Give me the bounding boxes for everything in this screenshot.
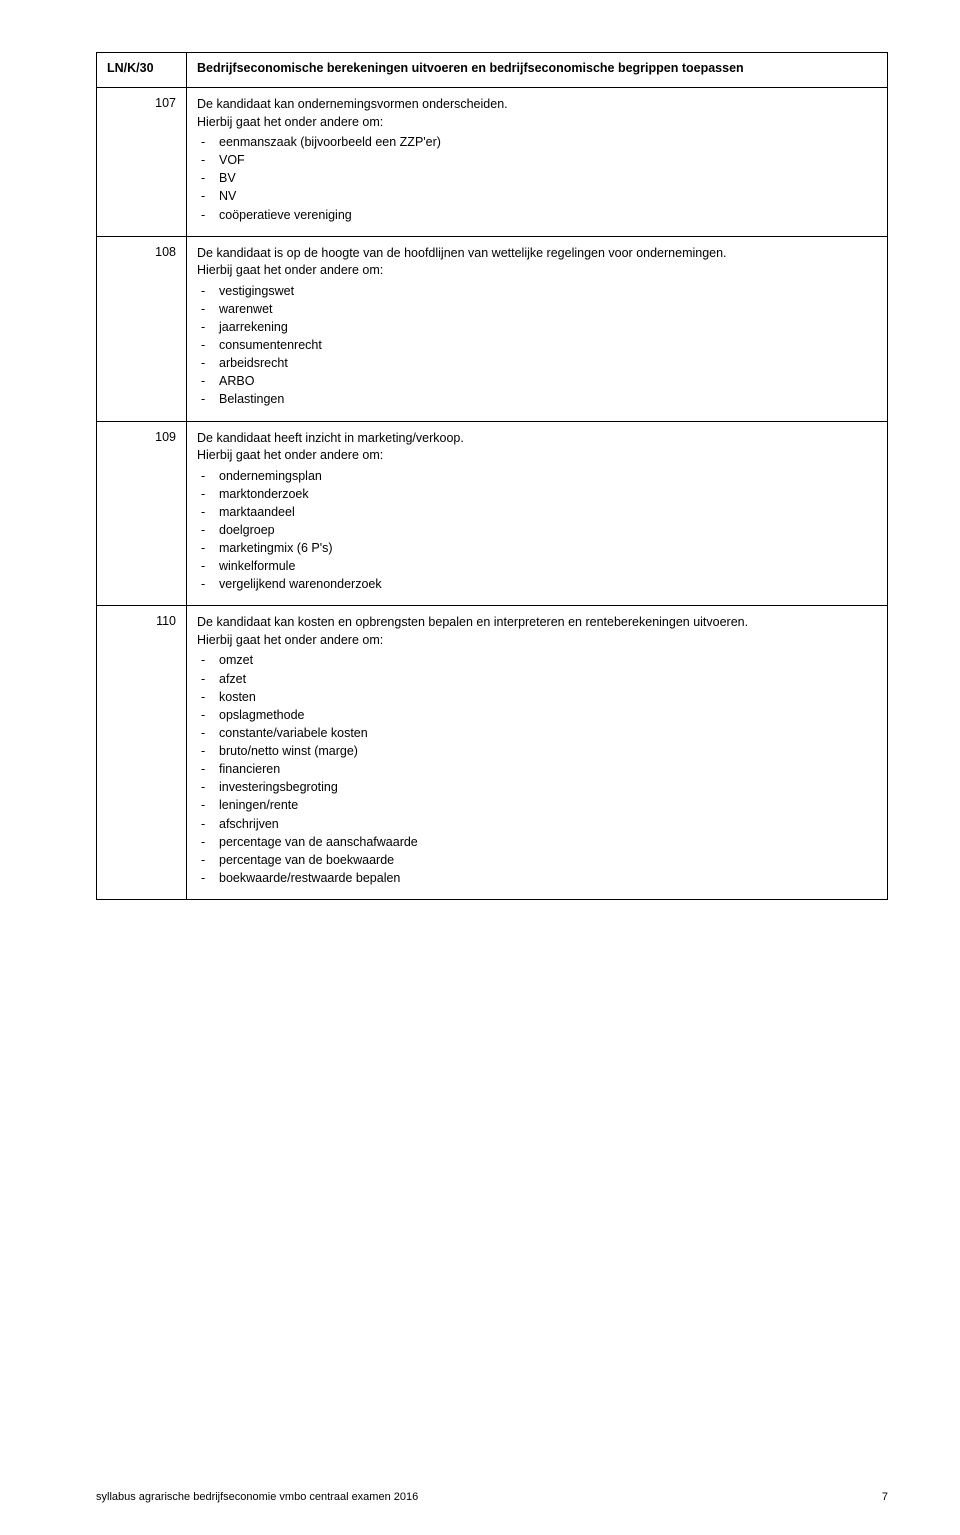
row-number: 108 [155,245,176,259]
list-item: opslagmethode [219,706,877,724]
row-content-cell: De kandidaat heeft inzicht in marketing/… [187,421,888,606]
row-list: omzet afzet kosten opslagmethode constan… [197,651,877,887]
row-content-cell: De kandidaat is op de hoogte van de hoof… [187,236,888,421]
list-item: NV [219,187,877,205]
footer-text: syllabus agrarische bedrijfseconomie vmb… [96,1491,418,1503]
list-item: vergelijkend warenonderzoek [219,575,877,593]
list-item: afschrijven [219,815,877,833]
row-number-cell: 107 [97,88,187,237]
list-item: doelgroep [219,521,877,539]
list-item: marktonderzoek [219,485,877,503]
row-list: vestigingswet warenwet jaarrekening cons… [197,282,877,409]
list-item: consumentenrecht [219,336,877,354]
list-item: warenwet [219,300,877,318]
syllabus-table: LN/K/30 Bedrijfseconomische berekeningen… [96,52,888,900]
list-item: eenmanszaak (bijvoorbeeld een ZZP'er) [219,133,877,151]
page-number: 7 [882,1491,888,1503]
list-item: boekwaarde/restwaarde bepalen [219,869,877,887]
page-footer: syllabus agrarische bedrijfseconomie vmb… [96,1491,888,1503]
row-lead: De kandidaat kan ondernemingsvormen onde… [197,96,877,114]
header-title: Bedrijfseconomische berekeningen uitvoer… [197,61,744,75]
list-item: omzet [219,651,877,669]
list-item: leningen/rente [219,796,877,814]
list-item: investeringsbegroting [219,778,877,796]
list-item: ondernemingsplan [219,467,877,485]
row-content-cell: De kandidaat kan kosten en opbrengsten b… [187,606,888,900]
list-item: kosten [219,688,877,706]
list-item: afzet [219,670,877,688]
row-sub: Hierbij gaat het onder andere om: [197,632,877,650]
table-row: 108 De kandidaat is op de hoogte van de … [97,236,888,421]
list-item: percentage van de aanschafwaarde [219,833,877,851]
row-number: 109 [155,430,176,444]
list-item: arbeidsrecht [219,354,877,372]
table-row: 109 De kandidaat heeft inzicht in market… [97,421,888,606]
list-item: vestigingswet [219,282,877,300]
row-lead: De kandidaat kan kosten en opbrengsten b… [197,614,877,632]
list-item: BV [219,169,877,187]
row-number: 110 [156,614,176,628]
row-lead: De kandidaat heeft inzicht in marketing/… [197,430,877,448]
table-header-row: LN/K/30 Bedrijfseconomische berekeningen… [97,53,888,88]
list-item: winkelformule [219,557,877,575]
row-number-cell: 110 [97,606,187,900]
header-code-cell: LN/K/30 [97,53,187,88]
row-sub: Hierbij gaat het onder andere om: [197,262,877,280]
list-item: coöperatieve vereniging [219,206,877,224]
list-item: marketingmix (6 P's) [219,539,877,557]
list-item: marktaandeel [219,503,877,521]
table-row: 110 De kandidaat kan kosten en opbrengst… [97,606,888,900]
row-content-cell: De kandidaat kan ondernemingsvormen onde… [187,88,888,237]
row-sub: Hierbij gaat het onder andere om: [197,114,877,132]
list-item: VOF [219,151,877,169]
row-number-cell: 109 [97,421,187,606]
list-item: Belastingen [219,390,877,408]
row-list: ondernemingsplan marktonderzoek marktaan… [197,467,877,594]
header-code: LN/K/30 [107,61,154,75]
list-item: jaarrekening [219,318,877,336]
row-sub: Hierbij gaat het onder andere om: [197,447,877,465]
list-item: bruto/netto winst (marge) [219,742,877,760]
row-number-cell: 108 [97,236,187,421]
row-lead: De kandidaat is op de hoogte van de hoof… [197,245,877,263]
list-item: ARBO [219,372,877,390]
table-row: 107 De kandidaat kan ondernemingsvormen … [97,88,888,237]
list-item: percentage van de boekwaarde [219,851,877,869]
header-title-cell: Bedrijfseconomische berekeningen uitvoer… [187,53,888,88]
row-number: 107 [155,96,176,110]
list-item: constante/variabele kosten [219,724,877,742]
row-list: eenmanszaak (bijvoorbeeld een ZZP'er) VO… [197,133,877,224]
list-item: financieren [219,760,877,778]
